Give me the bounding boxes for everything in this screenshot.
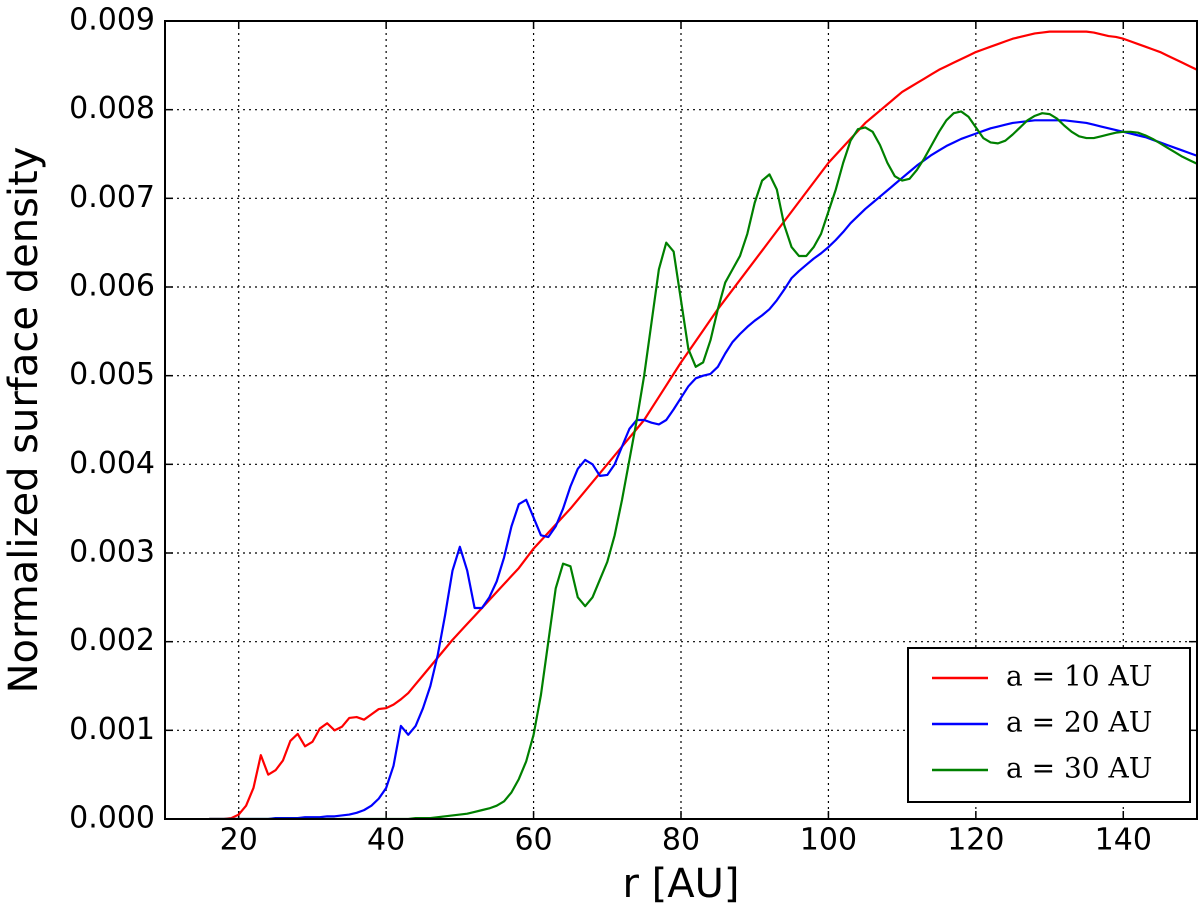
y-tick-label: 0.005 [69,357,155,392]
x-tick-label: 40 [367,823,405,858]
y-tick-label: 0.009 [69,3,155,38]
series-line [209,30,1197,819]
y-tick-label: 0.002 [69,623,155,658]
y-tick-label: 0.003 [69,535,155,570]
x-tick-label: 80 [662,823,700,858]
y-tick-label: 0.004 [69,446,155,481]
legend-label: a = 10 AU [1006,660,1152,693]
x-tick-label: 140 [1095,823,1152,858]
x-axis-label: r [AU] [622,861,739,907]
x-tick-label: 120 [947,823,1004,858]
x-tick-label: 60 [514,823,552,858]
y-tick-label: 0.006 [69,269,155,304]
x-tick-label: 100 [800,823,857,858]
series-line [209,119,1197,819]
y-tick-label: 0.007 [69,180,155,215]
series-line [209,110,1197,819]
y-tick-label: 0.008 [69,91,155,126]
legend-label: a = 30 AU [1006,752,1152,785]
y-tick-label: 0.000 [69,801,155,836]
x-tick-label: 20 [220,823,258,858]
legend-label: a = 20 AU [1006,706,1152,739]
y-tick-label: 0.001 [69,712,155,747]
y-axis-label: Normalized surface density [1,147,47,694]
plot-frame [164,20,1198,820]
